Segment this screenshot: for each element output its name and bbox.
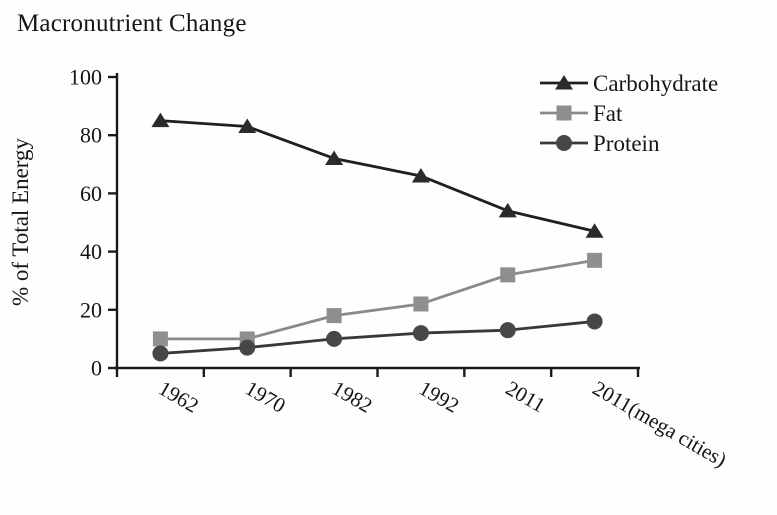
y-tick-label: 80 <box>80 123 102 148</box>
data-point-marker <box>556 105 572 121</box>
x-tick-label: 1970 <box>241 376 289 418</box>
x-tick-label: 1982 <box>328 376 376 418</box>
svg-text:1970: 1970 <box>241 376 289 418</box>
data-point-marker <box>411 167 430 183</box>
data-point-marker <box>325 150 344 165</box>
svg-text:2011(mega cities): 2011(mega cities) <box>589 376 731 472</box>
data-point-marker <box>499 322 516 339</box>
y-tick-label: 40 <box>80 239 102 264</box>
svg-text:2011: 2011 <box>502 376 550 417</box>
data-point-marker <box>239 339 256 356</box>
x-tick-label: 2011(mega cities) <box>589 376 731 472</box>
y-tick-label: 100 <box>69 64 102 89</box>
svg-text:1992: 1992 <box>415 376 463 418</box>
legend-item-protein: Protein <box>540 131 660 156</box>
series-line <box>159 320 596 355</box>
x-tick-label: 2011 <box>502 376 550 417</box>
y-tick-label: 20 <box>80 297 102 322</box>
data-point-marker <box>500 267 516 283</box>
data-point-marker <box>152 345 169 362</box>
svg-text:1982: 1982 <box>328 376 376 418</box>
data-point-marker <box>413 296 429 312</box>
series-line <box>159 258 596 341</box>
data-point-marker <box>556 135 572 151</box>
legend: Carbohydrate Fat Protein <box>540 71 718 156</box>
legend-label: Carbohydrate <box>593 71 718 96</box>
data-point-marker <box>238 118 257 133</box>
data-point-marker <box>586 313 603 330</box>
data-point-marker <box>498 202 517 218</box>
legend-item-fat: Fat <box>540 101 623 126</box>
series-fat <box>152 252 603 347</box>
data-point-marker <box>326 330 343 347</box>
x-tick-label: 1962 <box>154 376 202 418</box>
legend-item-carbohydrate: Carbohydrate <box>540 71 718 96</box>
series-line <box>159 119 596 233</box>
data-point-marker <box>412 325 429 342</box>
data-point-marker <box>152 331 168 347</box>
data-point-marker <box>326 308 342 324</box>
legend-label: Fat <box>593 101 623 126</box>
data-point-marker <box>587 252 603 268</box>
svg-text:1962: 1962 <box>154 376 202 418</box>
data-point-marker <box>585 223 604 238</box>
series-protein <box>152 313 603 362</box>
chart-title: Macronutrient Change <box>17 10 247 37</box>
y-tick-label: 0 <box>91 355 102 380</box>
series-carbohydrate <box>151 112 604 238</box>
legend-label: Protein <box>593 131 660 156</box>
x-tick-label: 1992 <box>415 376 463 418</box>
data-point-marker <box>555 75 573 90</box>
y-tick-label: 60 <box>80 181 102 206</box>
y-axis-label: % of Total Energy <box>8 137 33 306</box>
data-point-marker <box>151 112 170 128</box>
